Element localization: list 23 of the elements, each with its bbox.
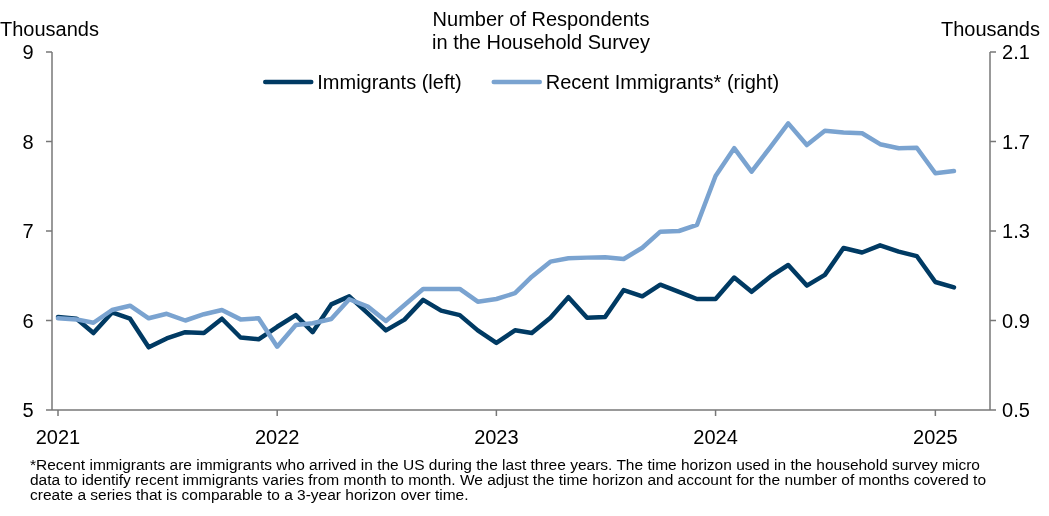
- y2-tick-label: 0.9: [1002, 309, 1030, 332]
- x-tick-label: 2022: [254, 426, 300, 448]
- text: *Recent immigrants are immigrants who arrived in the US during the last three years. The time horizon used in the household survey micro data to identify recent immigrants varies from month to month. We adjust the time horizon and account for the number of months covered to create a series that is comparable to a 3-year horizon over time.: [30, 456, 987, 503]
- y-tick-label: 5: [22, 399, 34, 421]
- y-tick-label: 9: [22, 41, 34, 63]
- y2-tick-label: 2.1: [1002, 41, 1030, 63]
- x-tick-label: 2023: [474, 426, 519, 448]
- legend-label: Recent Immigrants* (right): [545, 71, 780, 93]
- legend-label: Immigrants (left): [317, 71, 462, 93]
- x-tick-label: 2024: [693, 426, 738, 448]
- y2-axis-title: Thousands: [941, 18, 1040, 40]
- y-tick-label: 8: [22, 130, 34, 153]
- y-tick-label: 7: [22, 220, 34, 242]
- x-tick-label: 2021: [35, 426, 81, 448]
- line-series: [55, 243, 957, 350]
- x-tick-label: 2025: [913, 426, 958, 448]
- y-axis-title: Thousands: [0, 18, 99, 40]
- line-series: [55, 121, 957, 349]
- y-tick-label: 6: [22, 309, 34, 332]
- chart-title: Number of Respondents in the Household Survey: [432, 8, 650, 53]
- y2-tick-label: 1.3: [1002, 220, 1030, 242]
- y2-tick-label: 0.5: [1002, 399, 1030, 421]
- y2-tick-label: 1.7: [1002, 130, 1030, 153]
